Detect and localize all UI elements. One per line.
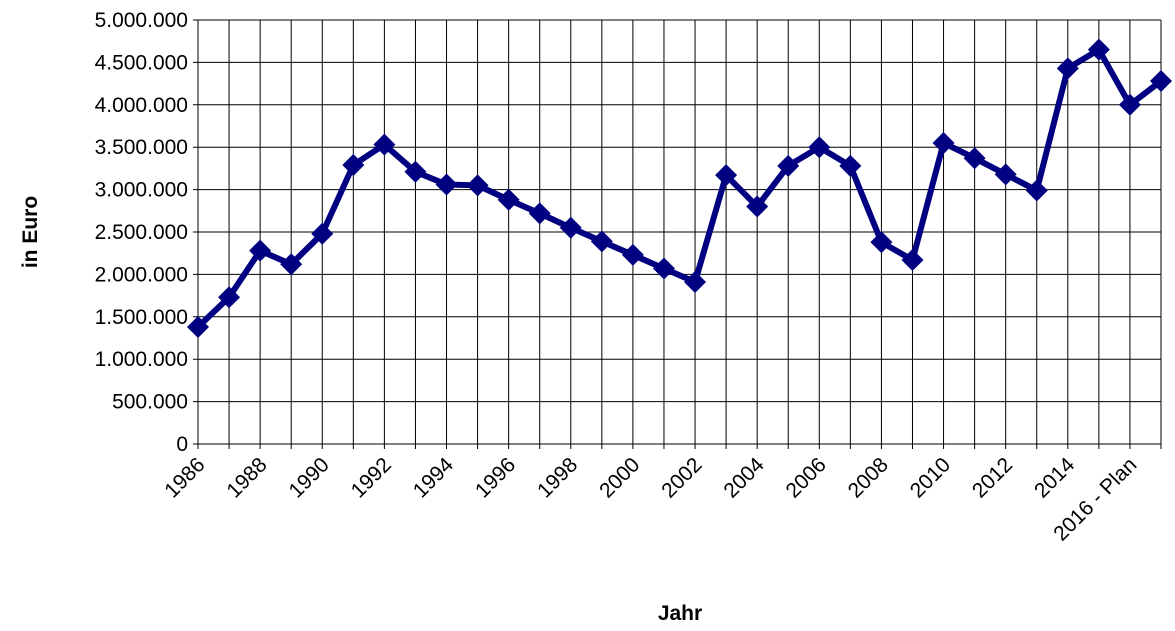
marker xyxy=(901,248,924,271)
marker xyxy=(963,147,986,170)
marker xyxy=(466,174,489,197)
marker xyxy=(1087,38,1110,61)
x-tick-label: 2000 xyxy=(595,453,644,502)
marker xyxy=(621,243,644,266)
x-tick-label: 1994 xyxy=(409,453,459,503)
marker xyxy=(218,286,241,309)
x-tick-label: 2012 xyxy=(968,453,1017,502)
marker xyxy=(373,133,396,156)
marker xyxy=(528,202,551,225)
x-tick-label: 1996 xyxy=(471,453,520,502)
marker xyxy=(311,222,334,245)
marker xyxy=(187,315,209,338)
x-tick-label: 2008 xyxy=(844,453,893,502)
y-tick-label: 500.000 xyxy=(112,391,188,414)
marker xyxy=(994,163,1017,186)
y-tick-label: 1.500.000 xyxy=(95,306,188,329)
x-tick-label: 1986 xyxy=(160,453,209,502)
y-tick-label: 4.000.000 xyxy=(95,94,188,117)
y-tick-label: 2.500.000 xyxy=(95,221,188,244)
marker xyxy=(1025,179,1048,202)
x-tick-label: 2010 xyxy=(906,453,955,502)
marker xyxy=(590,230,613,253)
y-tick-label: 3.000.000 xyxy=(95,179,188,202)
x-tick-label: 1990 xyxy=(284,453,333,502)
marker xyxy=(808,136,831,159)
x-tick-label: 1988 xyxy=(222,453,271,502)
marker xyxy=(684,271,707,294)
y-tick-label: 0 xyxy=(176,433,188,456)
marker xyxy=(559,216,582,239)
marker xyxy=(1056,57,1079,80)
y-axis-title: in Euro xyxy=(19,196,42,268)
y-tick-label: 5.000.000 xyxy=(95,9,188,32)
marker xyxy=(652,257,675,280)
marker xyxy=(435,173,458,196)
marker xyxy=(715,164,738,187)
y-tick-label: 3.500.000 xyxy=(95,136,188,159)
marker xyxy=(1118,93,1141,116)
marker xyxy=(777,154,800,177)
marker xyxy=(497,188,520,211)
x-tick-label: 2002 xyxy=(657,453,706,502)
marker xyxy=(280,253,303,276)
marker xyxy=(746,195,769,218)
marker xyxy=(249,239,272,262)
y-tick-label: 2.000.000 xyxy=(95,263,188,286)
x-tick-label: 2004 xyxy=(719,453,769,503)
x-tick-label: 2014 xyxy=(1030,453,1080,503)
x-tick-label: 1998 xyxy=(533,453,582,502)
y-tick-label: 1.000.000 xyxy=(95,348,188,371)
marker xyxy=(1150,70,1172,93)
marker xyxy=(342,154,365,177)
marker xyxy=(870,231,893,254)
marker xyxy=(839,154,862,177)
x-axis-title: Jahr xyxy=(658,602,702,625)
marker xyxy=(932,131,955,154)
series-line xyxy=(195,46,1163,330)
x-tick-label: 1992 xyxy=(347,453,396,502)
marker xyxy=(404,160,427,183)
y-tick-label: 4.500.000 xyxy=(95,51,188,74)
x-tick-label: 2006 xyxy=(782,453,831,502)
